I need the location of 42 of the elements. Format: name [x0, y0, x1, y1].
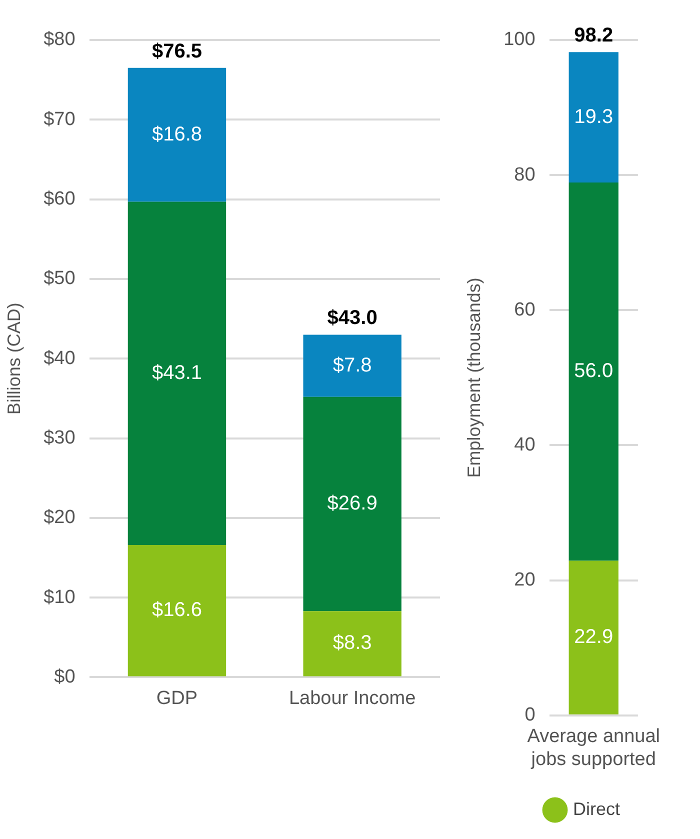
y-tick-label: 60: [514, 299, 536, 320]
total-label: 98.2: [574, 24, 614, 47]
y-tick-label: $80: [44, 29, 76, 50]
y-tick-label: 100: [504, 29, 536, 50]
y-tick-label: $60: [44, 188, 76, 210]
x-tick-label: Average annual jobs supported: [527, 726, 660, 770]
data-label: $16.8: [152, 123, 202, 146]
bar: [303, 611, 402, 676]
y-tick-label: 40: [514, 434, 536, 456]
bar: [128, 202, 226, 545]
bar: [303, 334, 402, 397]
total-label: $76.5: [152, 40, 202, 62]
legend-label: Direct: [572, 798, 620, 819]
data-label: $7.8: [332, 354, 372, 376]
y-axis-title: Employment (thousands): [464, 278, 484, 478]
y-axis-title: Billions (CAD): [4, 302, 24, 415]
bar: [128, 544, 226, 676]
data-label: 56.0: [574, 360, 614, 382]
bar: [568, 182, 618, 561]
bar: [568, 560, 618, 714]
total-label: $43.0: [327, 307, 378, 330]
data-label: 19.3: [574, 106, 614, 128]
x-tick-label: GDP: [156, 688, 198, 709]
data-label: 22.9: [574, 626, 614, 648]
data-label: $8.3: [332, 632, 372, 654]
y-tick-label: $50: [44, 268, 76, 290]
data-label: $26.9: [327, 492, 378, 514]
y-tick-label: $70: [44, 108, 76, 130]
y-tick-label: $30: [44, 427, 76, 448]
y-tick-label: 80: [514, 164, 536, 186]
data-label: $43.1: [152, 362, 202, 384]
y-tick-label: 20: [514, 570, 536, 591]
y-tick-label: $40: [44, 348, 76, 369]
y-tick-label: $10: [44, 586, 76, 608]
bar: [128, 68, 226, 202]
bar: [303, 396, 402, 612]
y-tick-label: $0: [54, 666, 76, 688]
bar: [568, 52, 618, 183]
x-tick-label: Labour Income: [288, 688, 416, 709]
data-label: $16.6: [152, 599, 202, 622]
y-tick-label: $20: [44, 507, 76, 528]
y-tick-label: 0: [524, 704, 536, 726]
